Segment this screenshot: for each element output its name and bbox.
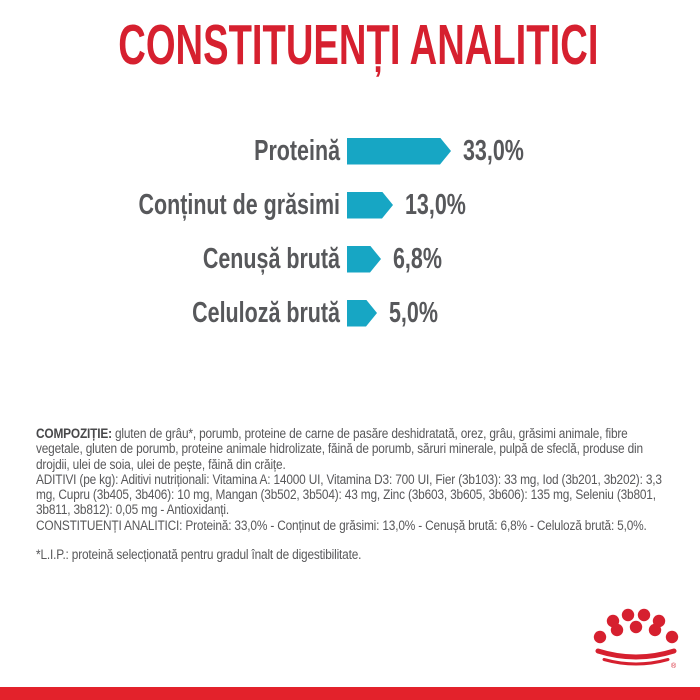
chart-value-label: 6,8%: [393, 242, 442, 275]
crown-dots: [593, 608, 679, 644]
chart-row-fibre: Celuloză brută 5,0%: [0, 286, 700, 340]
crown-base-arcs: [595, 648, 677, 666]
bottom-red-band: [0, 687, 700, 700]
page-title: CONSTITUENȚI ANALITICI: [118, 13, 599, 77]
chart-row-ash: Cenușă brută 6,8%: [0, 232, 700, 286]
lip-footnote: *L.I.P.: proteină selecționată pentru gr…: [36, 547, 362, 563]
chart-bar: [347, 300, 377, 327]
chart-bar: [347, 246, 381, 273]
chart-row-protein: Proteină 33,0%: [0, 124, 700, 178]
chart-category-label: Cenușă brută: [202, 242, 340, 275]
chart-row-fat: Conținut de grăsimi 13,0%: [0, 178, 700, 232]
chart-value-label: 5,0%: [389, 296, 438, 329]
composition-paragraph: COMPOZIȚIE: gluten de grâu*, porumb, pro…: [36, 426, 665, 472]
analytical-constituents-chart: Proteină 33,0% Conținut de grăsimi 13,0%…: [0, 124, 700, 340]
chart-category-label: Proteină: [254, 134, 340, 167]
chart-bar: [347, 192, 393, 219]
royal-canin-crown-logo: ®: [593, 608, 679, 670]
page-header: CONSTITUENȚI ANALITICI: [0, 0, 700, 74]
chart-bar: [347, 138, 451, 165]
chart-category-label: Conținut de grăsimi: [138, 188, 340, 221]
additives-paragraph: ADITIVI (pe kg): Aditivi nutriționali: V…: [36, 471, 662, 518]
composition-info-block: COMPOZIȚIE: gluten de grâu*, porumb, pro…: [36, 426, 665, 562]
registered-trademark-icon: ®: [671, 662, 677, 670]
chart-category-label: Celuloză brută: [192, 296, 340, 329]
composition-text: gluten de grâu*, porumb, proteine de car…: [36, 426, 643, 472]
composition-lead: COMPOZIȚIE:: [36, 426, 112, 441]
chart-value-label: 13,0%: [405, 188, 466, 221]
chart-value-label: 33,0%: [463, 134, 524, 167]
analytical-constituents-paragraph: CONSTITUENȚI ANALITICI: Proteină: 33,0% …: [36, 517, 647, 533]
